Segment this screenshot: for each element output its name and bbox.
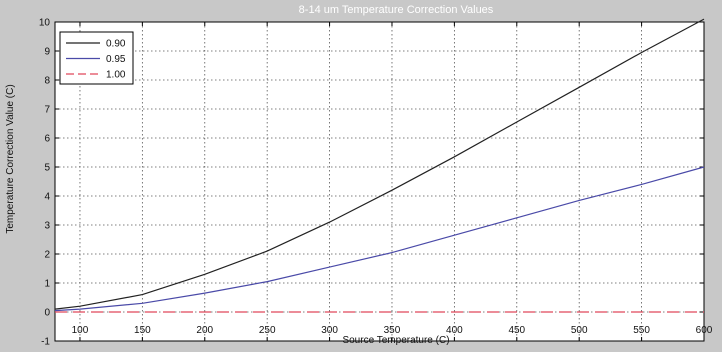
y-tick-label: 0 (44, 308, 50, 319)
plot-area (54, 21, 705, 342)
x-tick-label: 500 (571, 325, 588, 336)
legend-label-1: 0.90 (106, 39, 126, 50)
x-tick-label: 400 (446, 325, 463, 336)
x-tick-label: 550 (633, 325, 650, 336)
x-tick-label: 250 (259, 325, 276, 336)
legend-label-2: 0.95 (106, 54, 126, 65)
y-tick-label: 10 (39, 18, 51, 29)
axes: 100 150 200 250 300 350 400 450 500 550 600 -1 0 1 2 3 4… (39, 18, 713, 348)
y-tick-label: 1 (44, 279, 50, 290)
x-tick-label: 300 (321, 325, 338, 336)
x-tick-label: 150 (134, 325, 151, 336)
series-lines (54, 18, 705, 313)
series-line-1 (54, 18, 705, 310)
x-tick-label: 200 (196, 325, 213, 336)
y-tick-label: 5 (44, 163, 50, 174)
series-line-2 (54, 166, 705, 312)
y-tick-label: 7 (44, 105, 50, 116)
legend: 0.90 0.95 1.00 (59, 31, 134, 85)
y-tick-label: -1 (41, 337, 50, 348)
grid (55, 22, 704, 341)
x-axis-label: Source Temperature (C) (342, 335, 449, 346)
y-axis-label: Temperature Correction Value (C) (5, 84, 16, 233)
y-tick-label: 3 (44, 221, 50, 232)
y-tick-label: 9 (44, 47, 50, 58)
x-tick-label: 350 (384, 325, 401, 336)
x-tick-label: 600 (696, 325, 713, 336)
y-tick-label: 2 (44, 250, 50, 261)
y-tick-label: 4 (44, 192, 50, 203)
x-tick-label: 450 (508, 325, 525, 336)
y-tick-label: 6 (44, 134, 50, 145)
chart-title: 8-14 um Temperature Correction Values (299, 4, 494, 16)
x-tick-label: 100 (72, 325, 89, 336)
legend-label-3: 1.00 (106, 70, 126, 81)
y-tick-label: 8 (44, 76, 50, 87)
